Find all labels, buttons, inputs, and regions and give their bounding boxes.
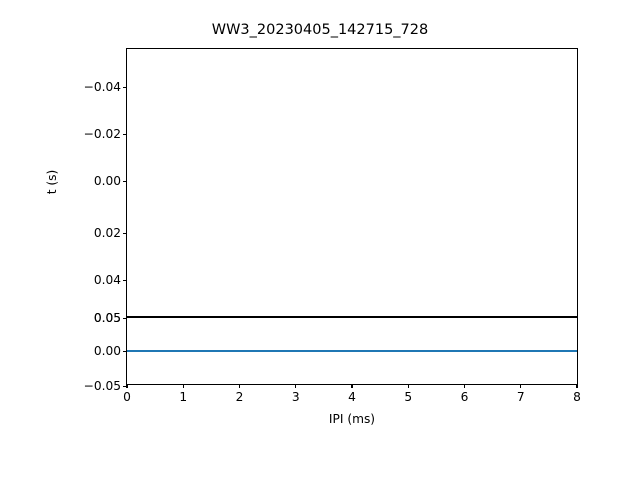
ytick-mark	[123, 351, 127, 353]
ytick-mark	[123, 318, 127, 320]
xtick-mark	[295, 384, 297, 388]
xtick-label: 2	[235, 390, 244, 404]
ytick-mark	[123, 280, 127, 282]
ytick-label: 0.02	[93, 226, 121, 240]
ytick-mark	[123, 134, 127, 136]
ytick-label: −0.05	[83, 379, 121, 393]
xtick-label: 6	[460, 390, 469, 404]
ytick-mark	[123, 181, 127, 183]
ytick-mark	[123, 233, 127, 235]
xtick-mark	[182, 384, 184, 388]
xtick-mark	[463, 384, 466, 388]
xtick-label: 4	[348, 390, 356, 404]
xtick-mark	[126, 384, 128, 388]
xtick-mark	[520, 384, 522, 388]
xtick-label: 0	[123, 390, 131, 404]
xtick-mark	[576, 384, 578, 388]
lower-plot-area: 0.05 0.00 −0.05 0 1 2 3 4	[84, 311, 581, 404]
ytick-label: −0.04	[83, 80, 121, 94]
ytick-label: 0.05	[93, 311, 121, 325]
xtick-label: 3	[291, 390, 300, 404]
xtick-label: 5	[404, 390, 413, 404]
upper-plot-area: −0.04 −0.02 0.00 0.02 0.04 0.05	[84, 48, 578, 325]
xtick-label: 8	[573, 390, 581, 404]
xtick-mark	[351, 384, 353, 388]
xtick-mark	[238, 384, 241, 388]
y-axis-label: t (s)	[45, 169, 59, 195]
ytick-mark	[123, 386, 127, 388]
xtick-label: 7	[516, 390, 525, 404]
x-axis-label: IPI (ms)	[328, 412, 376, 426]
xtick-label: 1	[179, 390, 188, 404]
xtick-mark	[407, 384, 409, 388]
ytick-label: 0.00	[93, 174, 121, 188]
ytick-mark	[123, 87, 127, 89]
ytick-label: 0.00	[93, 344, 121, 358]
ytick-label: 0.04	[93, 273, 121, 287]
data-line-series-t	[127, 349, 577, 353]
page-title: WW3_20230405_142715_728	[211, 22, 429, 38]
ytick-label: −0.02	[83, 127, 121, 141]
ytick-label: 0.05	[93, 311, 121, 325]
